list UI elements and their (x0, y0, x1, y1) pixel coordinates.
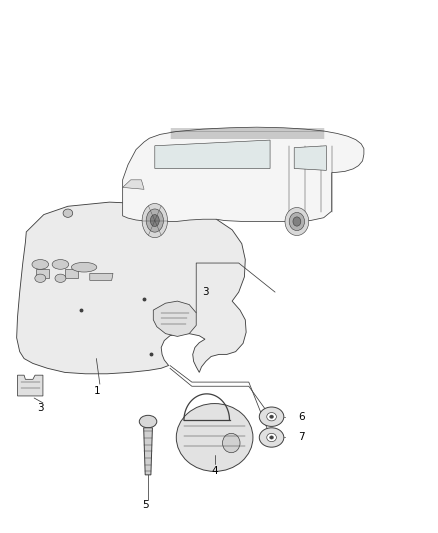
Ellipse shape (270, 415, 273, 418)
Ellipse shape (146, 209, 163, 232)
Polygon shape (123, 127, 364, 222)
Ellipse shape (139, 415, 157, 428)
Ellipse shape (223, 433, 240, 453)
Text: 3: 3 (202, 287, 209, 297)
Ellipse shape (55, 274, 66, 282)
Ellipse shape (35, 274, 46, 282)
Ellipse shape (270, 436, 273, 439)
Ellipse shape (293, 217, 301, 226)
Polygon shape (17, 202, 246, 374)
Ellipse shape (259, 407, 284, 426)
Text: 6: 6 (298, 411, 305, 422)
Polygon shape (155, 140, 270, 168)
Ellipse shape (285, 207, 309, 236)
Ellipse shape (71, 262, 97, 272)
Ellipse shape (150, 215, 159, 227)
Text: 1: 1 (94, 386, 101, 396)
Ellipse shape (259, 428, 284, 447)
Text: 5: 5 (142, 500, 149, 510)
Polygon shape (123, 180, 144, 189)
Text: 7: 7 (298, 432, 305, 442)
Text: 3: 3 (37, 403, 44, 414)
Ellipse shape (32, 260, 49, 269)
Polygon shape (144, 428, 152, 475)
Ellipse shape (52, 260, 69, 269)
Polygon shape (18, 375, 43, 396)
Ellipse shape (142, 204, 167, 238)
Text: 4: 4 (211, 466, 218, 475)
Ellipse shape (176, 403, 253, 471)
Polygon shape (294, 146, 326, 171)
Ellipse shape (289, 213, 304, 231)
Ellipse shape (63, 209, 73, 217)
Ellipse shape (267, 413, 276, 421)
Polygon shape (90, 273, 113, 280)
Ellipse shape (267, 433, 276, 442)
Polygon shape (153, 301, 196, 336)
Polygon shape (36, 269, 49, 278)
Polygon shape (65, 269, 78, 278)
